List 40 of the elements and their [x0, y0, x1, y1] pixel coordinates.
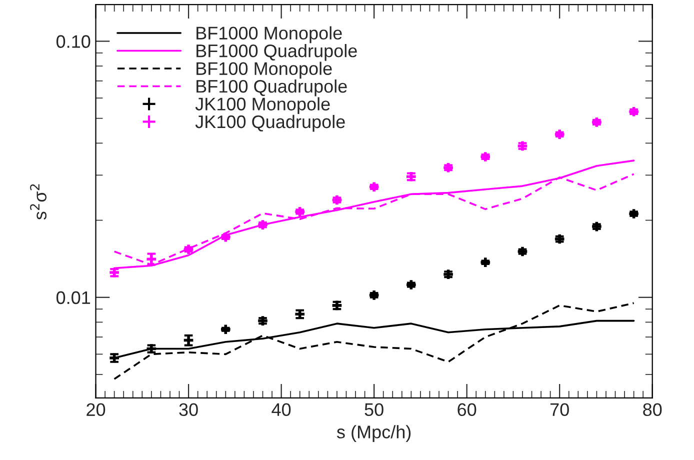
y-axis-title: s$^{2}$σ$^{2}$	[30, 184, 47, 220]
point	[479, 256, 492, 268]
point	[628, 106, 640, 118]
point	[405, 278, 418, 291]
point	[220, 230, 232, 244]
point	[590, 116, 603, 128]
x-tick-label: 60	[458, 403, 476, 416]
y-tick-label: 0.10	[56, 35, 90, 48]
legend-label: JK100 Monopole	[195, 97, 330, 114]
point	[442, 162, 454, 174]
point	[516, 245, 529, 258]
point	[554, 128, 566, 140]
point	[330, 194, 344, 206]
legend-label: JK100 Quadrupole	[195, 114, 345, 132]
point	[294, 206, 306, 218]
line-series	[113, 302, 635, 380]
legend-label: BF1000 Quadrupole	[196, 44, 357, 61]
x-tick-label: 80	[643, 403, 662, 416]
point	[368, 180, 380, 193]
point	[368, 289, 380, 302]
point	[256, 218, 269, 231]
point	[220, 323, 232, 336]
x-tick-label: 30	[179, 403, 198, 416]
x-tick-label: 20	[86, 403, 106, 416]
point	[516, 140, 529, 152]
point	[628, 208, 640, 220]
point	[442, 268, 454, 280]
point	[182, 243, 195, 256]
point	[479, 150, 492, 163]
point	[590, 220, 603, 233]
x-tick-label: 40	[272, 403, 291, 416]
y-tick-label: 0.01	[56, 291, 90, 304]
x-tick-label: 50	[364, 403, 384, 416]
point	[554, 232, 566, 246]
x-tick-label: 70	[550, 403, 569, 416]
legend-label: BF1000 Monopole	[196, 26, 342, 44]
legend-label: BF100 Monopole	[196, 62, 332, 79]
legend-label: BF100 Quadrupole	[196, 79, 347, 96]
x-axis-title: s (Mpc/h)	[336, 425, 411, 442]
point	[256, 314, 269, 327]
